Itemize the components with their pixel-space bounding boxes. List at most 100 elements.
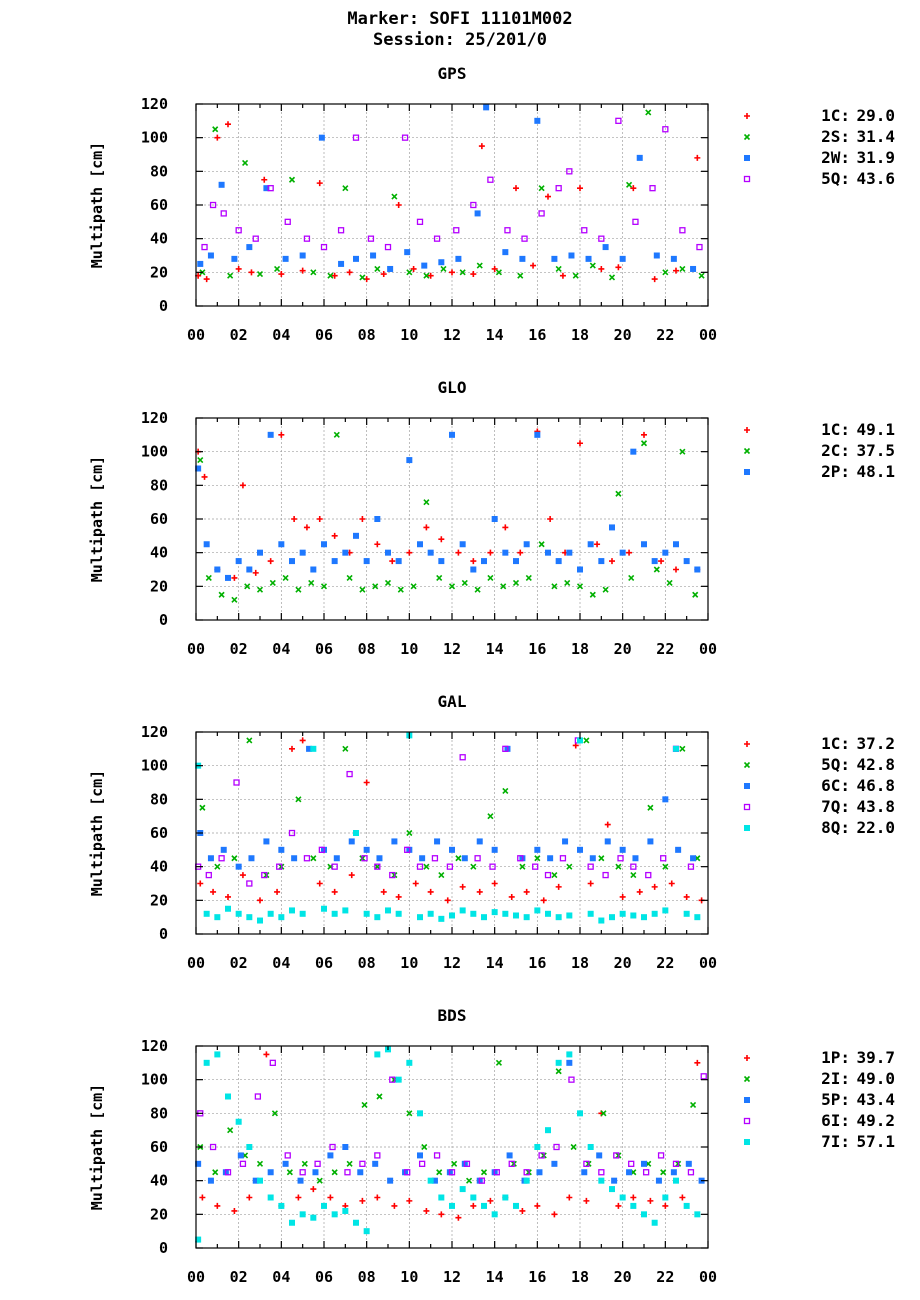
- data-point: [523, 541, 530, 548]
- data-point: [602, 871, 609, 879]
- data-point: [327, 272, 334, 279]
- y-tick-label: 40: [150, 544, 168, 562]
- data-point: [483, 104, 490, 111]
- data-point: [299, 737, 306, 744]
- data-point: [504, 227, 511, 234]
- data-point: [626, 549, 633, 556]
- data-point: [406, 457, 413, 464]
- y-tick-label: 100: [141, 129, 168, 147]
- data-point: [440, 265, 447, 273]
- data-point: [374, 265, 381, 273]
- y-tick-label: 20: [150, 263, 168, 281]
- data-point: [256, 586, 264, 593]
- data-point: [376, 1093, 383, 1100]
- x-tick-label: 04: [272, 640, 290, 658]
- legend-value: 43.4: [856, 1090, 895, 1109]
- data-point: [303, 524, 310, 531]
- data-point: [694, 566, 701, 573]
- data-point: [299, 267, 306, 274]
- data-point: [359, 1160, 366, 1167]
- data-point: [478, 143, 485, 150]
- data-point: [604, 838, 611, 845]
- data-point: [609, 914, 615, 921]
- data-point: [231, 855, 238, 862]
- series-glo-2p: [195, 431, 701, 581]
- data-point: [261, 176, 268, 183]
- data-point: [225, 905, 231, 912]
- data-point: [630, 185, 637, 192]
- data-point: [502, 910, 509, 917]
- data-point: [199, 804, 206, 811]
- x-tick-label: 16: [528, 1268, 546, 1286]
- data-point: [310, 269, 317, 276]
- data-point: [630, 863, 637, 870]
- data-point: [679, 1194, 686, 1201]
- x-tick-label: 10: [400, 640, 418, 658]
- y-tick-label: 100: [141, 1071, 168, 1089]
- data-point: [212, 126, 219, 133]
- data-point: [363, 558, 370, 565]
- data-point: [316, 180, 323, 187]
- data-point: [583, 1197, 590, 1204]
- data-point: [651, 558, 658, 565]
- data-point: [342, 907, 349, 914]
- data-point: [566, 912, 573, 919]
- data-point: [513, 912, 519, 919]
- data-point: [406, 1110, 413, 1117]
- data-point: [269, 1059, 276, 1066]
- data-point: [673, 541, 679, 548]
- y-tick-label: 60: [150, 824, 168, 842]
- data-point: [218, 181, 225, 188]
- data-point: [698, 272, 705, 279]
- x-tick-label: 02: [230, 1268, 248, 1286]
- y-tick-label: 0: [159, 297, 168, 315]
- data-point: [645, 109, 652, 116]
- y-tick-label: 20: [150, 1205, 168, 1223]
- data-point: [231, 255, 238, 262]
- legend-value: 43.8: [856, 797, 895, 816]
- x-tick-label: 18: [571, 326, 589, 344]
- data-point: [195, 465, 202, 472]
- x-tick-label: 08: [358, 326, 376, 344]
- marker-title: Marker: SOFI 11101M002: [347, 9, 573, 29]
- data-point: [342, 549, 349, 556]
- data-point: [675, 846, 682, 853]
- data-point: [577, 185, 583, 192]
- data-point: [666, 579, 673, 587]
- legend-name: 2P:: [821, 462, 850, 481]
- data-point: [201, 243, 208, 251]
- x-tick-label: 22: [656, 326, 674, 344]
- data-point: [523, 914, 530, 921]
- data-point: [372, 1160, 379, 1167]
- data-point: [197, 457, 204, 464]
- series-gps-1c: [195, 121, 701, 283]
- data-point: [252, 235, 259, 242]
- data-point: [540, 897, 547, 904]
- y-tick-label: 60: [150, 196, 168, 214]
- data-point: [555, 265, 562, 273]
- data-point: [203, 910, 210, 917]
- data-point: [346, 770, 353, 778]
- data-point: [374, 1152, 381, 1159]
- legend-name: 7I:: [821, 1132, 850, 1151]
- data-point: [433, 1152, 441, 1159]
- data-point: [615, 490, 622, 497]
- data-point: [267, 185, 274, 192]
- data-point: [474, 855, 481, 862]
- data-point: [534, 117, 541, 124]
- data-point: [619, 1194, 626, 1201]
- x-tick-label: 20: [614, 326, 632, 344]
- x-tick-label: 08: [358, 640, 376, 658]
- series-gal-1c: [197, 737, 705, 904]
- data-point: [310, 745, 317, 752]
- data-point: [660, 855, 667, 862]
- data-point: [235, 265, 242, 272]
- data-point: [239, 482, 246, 489]
- legend-marker: [743, 1117, 751, 1125]
- legend-value: 43.6: [856, 169, 895, 188]
- data-point: [523, 888, 530, 895]
- data-point: [583, 737, 590, 744]
- data-point: [310, 1186, 317, 1193]
- data-point: [577, 440, 583, 447]
